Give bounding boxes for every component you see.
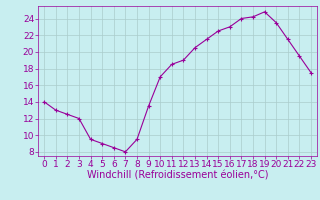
- X-axis label: Windchill (Refroidissement éolien,°C): Windchill (Refroidissement éolien,°C): [87, 171, 268, 181]
